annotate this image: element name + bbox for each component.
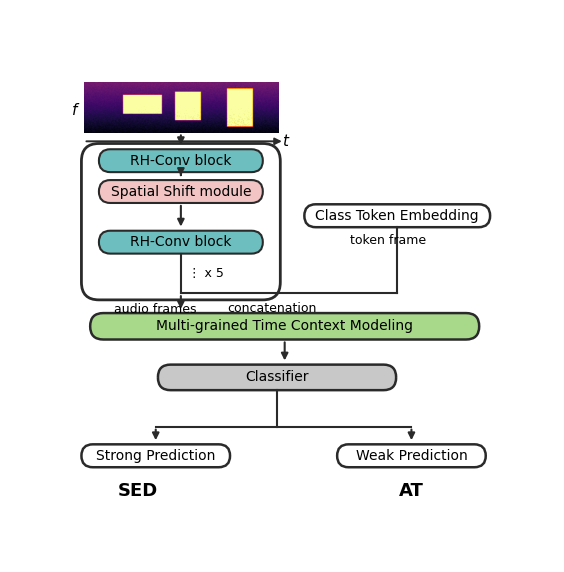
- FancyBboxPatch shape: [158, 364, 396, 390]
- Text: Classifier: Classifier: [245, 371, 309, 384]
- Text: RH-Conv block: RH-Conv block: [130, 154, 232, 168]
- FancyBboxPatch shape: [81, 444, 230, 467]
- Text: RH-Conv block: RH-Conv block: [130, 235, 232, 249]
- Text: ⋮ x 5: ⋮ x 5: [188, 267, 224, 280]
- Text: Strong Prediction: Strong Prediction: [96, 449, 215, 463]
- FancyBboxPatch shape: [81, 144, 280, 300]
- Text: audio frames: audio frames: [114, 303, 197, 316]
- Text: f: f: [72, 102, 78, 117]
- Text: Multi-grained Time Context Modeling: Multi-grained Time Context Modeling: [156, 319, 413, 333]
- Text: AT: AT: [399, 482, 424, 500]
- Text: Weak Prediction: Weak Prediction: [355, 449, 468, 463]
- Text: concatenation: concatenation: [227, 302, 316, 315]
- FancyBboxPatch shape: [99, 180, 263, 203]
- Text: t: t: [281, 134, 288, 149]
- FancyBboxPatch shape: [337, 444, 486, 467]
- Text: token frame: token frame: [350, 234, 426, 247]
- Text: SED: SED: [118, 482, 158, 500]
- FancyBboxPatch shape: [99, 149, 263, 172]
- FancyBboxPatch shape: [99, 231, 263, 253]
- FancyBboxPatch shape: [90, 313, 479, 340]
- FancyBboxPatch shape: [305, 204, 490, 227]
- Text: Spatial Shift module: Spatial Shift module: [111, 185, 251, 198]
- Text: Class Token Embedding: Class Token Embedding: [315, 209, 479, 223]
